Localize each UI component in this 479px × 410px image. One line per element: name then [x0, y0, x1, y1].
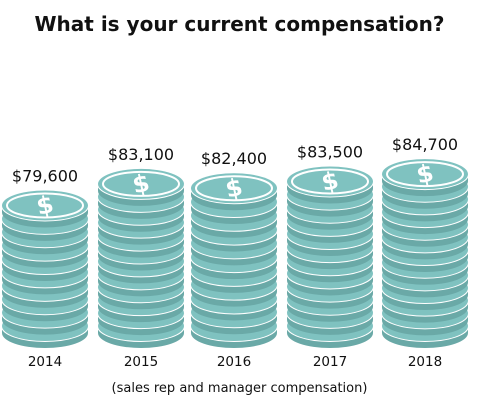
coin-ring [386, 161, 464, 188]
coin-edge [98, 313, 184, 336]
coin-stacks: $ $79,600 2014 $ $83,100 2015 $ $82,400 2016 $ $83… [1, 135, 469, 370]
coin-edge [2, 232, 88, 255]
coin-edge [98, 274, 184, 297]
coin-stack-2014: $ $79,600 2014 [1, 166, 89, 370]
coin-edge [2, 285, 88, 308]
coin-edge [287, 234, 373, 257]
coin-ring [6, 192, 84, 219]
coin-edge [98, 248, 184, 271]
coin-edge [2, 312, 88, 335]
coin-edge [2, 218, 88, 241]
coin-edge [287, 312, 373, 335]
coin-face [98, 168, 184, 199]
year-label: 2015 [124, 354, 158, 370]
coin-edge [287, 247, 373, 270]
coin-edge [382, 326, 468, 348]
year-label: 2014 [28, 354, 62, 370]
dollar-sign-icon: $ [34, 190, 56, 221]
coin-edge [98, 183, 184, 206]
coin-edge [191, 257, 277, 280]
coin-edge [287, 207, 373, 230]
dollar-sign-icon: $ [130, 169, 152, 200]
coin-edge [382, 250, 469, 273]
coin-face [382, 159, 468, 190]
coin-edge [382, 224, 469, 247]
year-label: 2017 [313, 354, 347, 370]
chart-footnote: (sales rep and manager compensation) [112, 381, 368, 396]
coin-edge [98, 287, 184, 310]
coin-ring [195, 175, 273, 202]
coin [286, 166, 374, 204]
year-label: 2018 [408, 354, 442, 370]
coin-edge [287, 286, 373, 309]
coin-edge [382, 288, 469, 311]
coin-edge [382, 212, 469, 235]
coin-edge [2, 245, 88, 268]
coin-edge [382, 237, 469, 260]
coin [1, 190, 89, 228]
coin-edge [191, 270, 277, 293]
coin-ring [291, 168, 369, 195]
dollar-sign-icon: $ [319, 166, 341, 197]
coin-edge [191, 229, 277, 252]
coin-face [287, 166, 373, 197]
year-label: 2016 [217, 354, 251, 370]
coin-edge [287, 194, 373, 217]
coin-edge [382, 199, 469, 222]
coin-edge [382, 313, 469, 336]
coin-ring [102, 170, 180, 197]
dollar-sign-icon: $ [414, 159, 436, 190]
coin-edge [287, 299, 373, 322]
coin-face [191, 173, 277, 204]
coin-edge [287, 181, 373, 204]
coin-edge [2, 272, 88, 295]
coin-edge [191, 284, 277, 307]
coin-edge [191, 326, 277, 348]
coin-edge [98, 300, 184, 323]
coin-edge [98, 209, 184, 232]
coin-edge [191, 243, 277, 266]
coin-edge [98, 222, 184, 245]
value-label: $79,600 [12, 166, 78, 185]
coin-edge [382, 300, 469, 323]
coin-edge [382, 262, 469, 285]
coin-edge [98, 196, 184, 219]
coin-edge [2, 326, 88, 348]
coin-edge [382, 275, 469, 298]
value-label: $83,100 [108, 145, 174, 164]
coin-edge [191, 215, 277, 238]
coin-edge [2, 299, 88, 322]
coin-stack-2018: $ $84,700 2018 [381, 135, 469, 370]
coin-edge [382, 174, 469, 197]
coin-edge [2, 205, 88, 228]
coin-edge [98, 326, 184, 348]
coin [97, 168, 185, 206]
coin-stack-2015: $ $83,100 2015 [97, 145, 185, 370]
coin-edge [191, 202, 277, 225]
coin-edge [382, 186, 469, 209]
coin-edge [98, 235, 184, 258]
coin-edge [287, 273, 373, 296]
coin-edge [287, 220, 373, 243]
coin [190, 173, 278, 211]
coin-edge [2, 259, 88, 282]
value-label: $84,700 [392, 135, 458, 154]
coin-edge [191, 188, 277, 211]
value-label: $82,400 [201, 149, 267, 168]
coin [381, 159, 469, 197]
coin-stack-2016: $ $82,400 2016 [190, 149, 278, 370]
chart-title: What is your current compensation? [35, 12, 445, 36]
coin-edge [191, 298, 277, 321]
coin-edge [287, 260, 373, 283]
dollar-sign-icon: $ [223, 173, 245, 204]
coin-edge [191, 312, 277, 335]
coin-face [2, 190, 88, 221]
coin-stack-2017: $ $83,500 2017 [286, 142, 374, 370]
value-label: $83,500 [297, 142, 363, 161]
coin-edge [98, 261, 184, 284]
coin-edge [287, 326, 373, 348]
